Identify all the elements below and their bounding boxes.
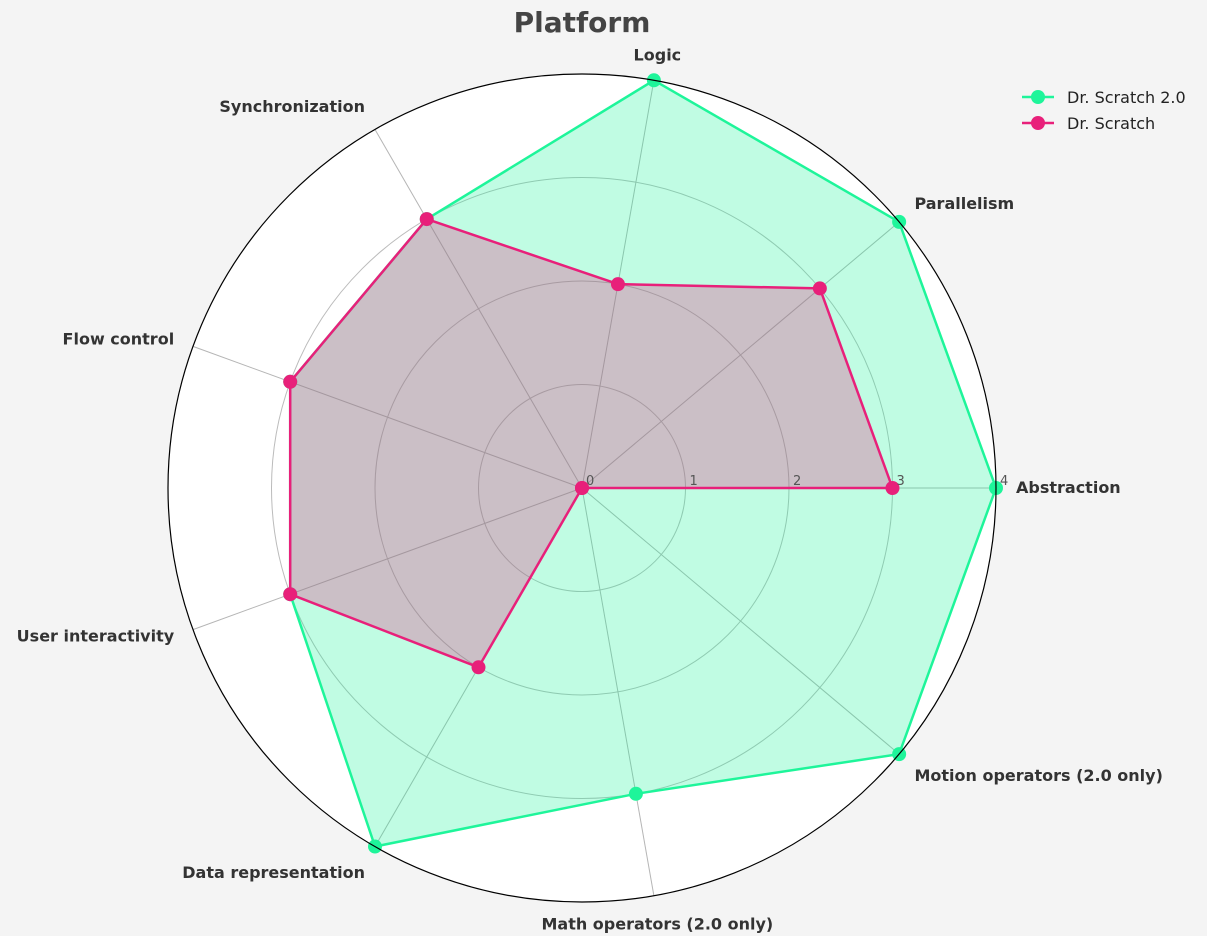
series-area-0 [290,80,996,847]
legend-label: Dr. Scratch 2.0 [1067,88,1186,107]
grid-spoke [581,487,655,896]
grid-spoke [374,129,583,489]
data-point [419,212,434,227]
axis-label: Synchronization [219,97,365,116]
r-tick-label: 0 [586,474,594,489]
axis-label: Motion operators (2.0 only) [914,766,1162,785]
data-point [628,786,643,801]
legend-marker [1031,90,1045,104]
data-point [471,660,486,675]
legend: Dr. Scratch 2.0 Dr. Scratch [1022,88,1186,133]
grid-spoke [581,487,900,755]
legend-label: Dr. Scratch [1067,114,1155,133]
data-point [610,277,625,292]
r-tick-label: 1 [690,474,698,489]
axis-label: Flow control [63,330,175,349]
series-area-1 [290,219,893,668]
r-tick-label: 4 [1000,474,1008,489]
r-tick-label: 2 [793,474,801,489]
plot-area: 0 1 2 3 4 Abstraction Parallelism Logic Synchron… [17,46,1163,934]
axis-label: Parallelism [914,194,1014,213]
data-point [575,481,589,495]
axis-label: User interactivity [17,626,175,645]
data-point [283,587,298,602]
axis-label: Math operators (2.0 only) [541,914,773,933]
grid-spoke [192,487,583,631]
data-point [812,281,827,296]
axis-label: Abstraction [1016,478,1121,497]
axis-label: Data representation [182,863,365,882]
grid-spoke [192,345,583,489]
r-tick-label: 3 [897,474,905,489]
axis-label: Logic [634,46,682,65]
data-point [283,374,298,389]
plot-frame [167,73,997,903]
data-point [885,481,900,495]
legend-marker [1031,116,1045,130]
grid-spoke [581,221,900,489]
chart-title: Platform [514,6,651,39]
